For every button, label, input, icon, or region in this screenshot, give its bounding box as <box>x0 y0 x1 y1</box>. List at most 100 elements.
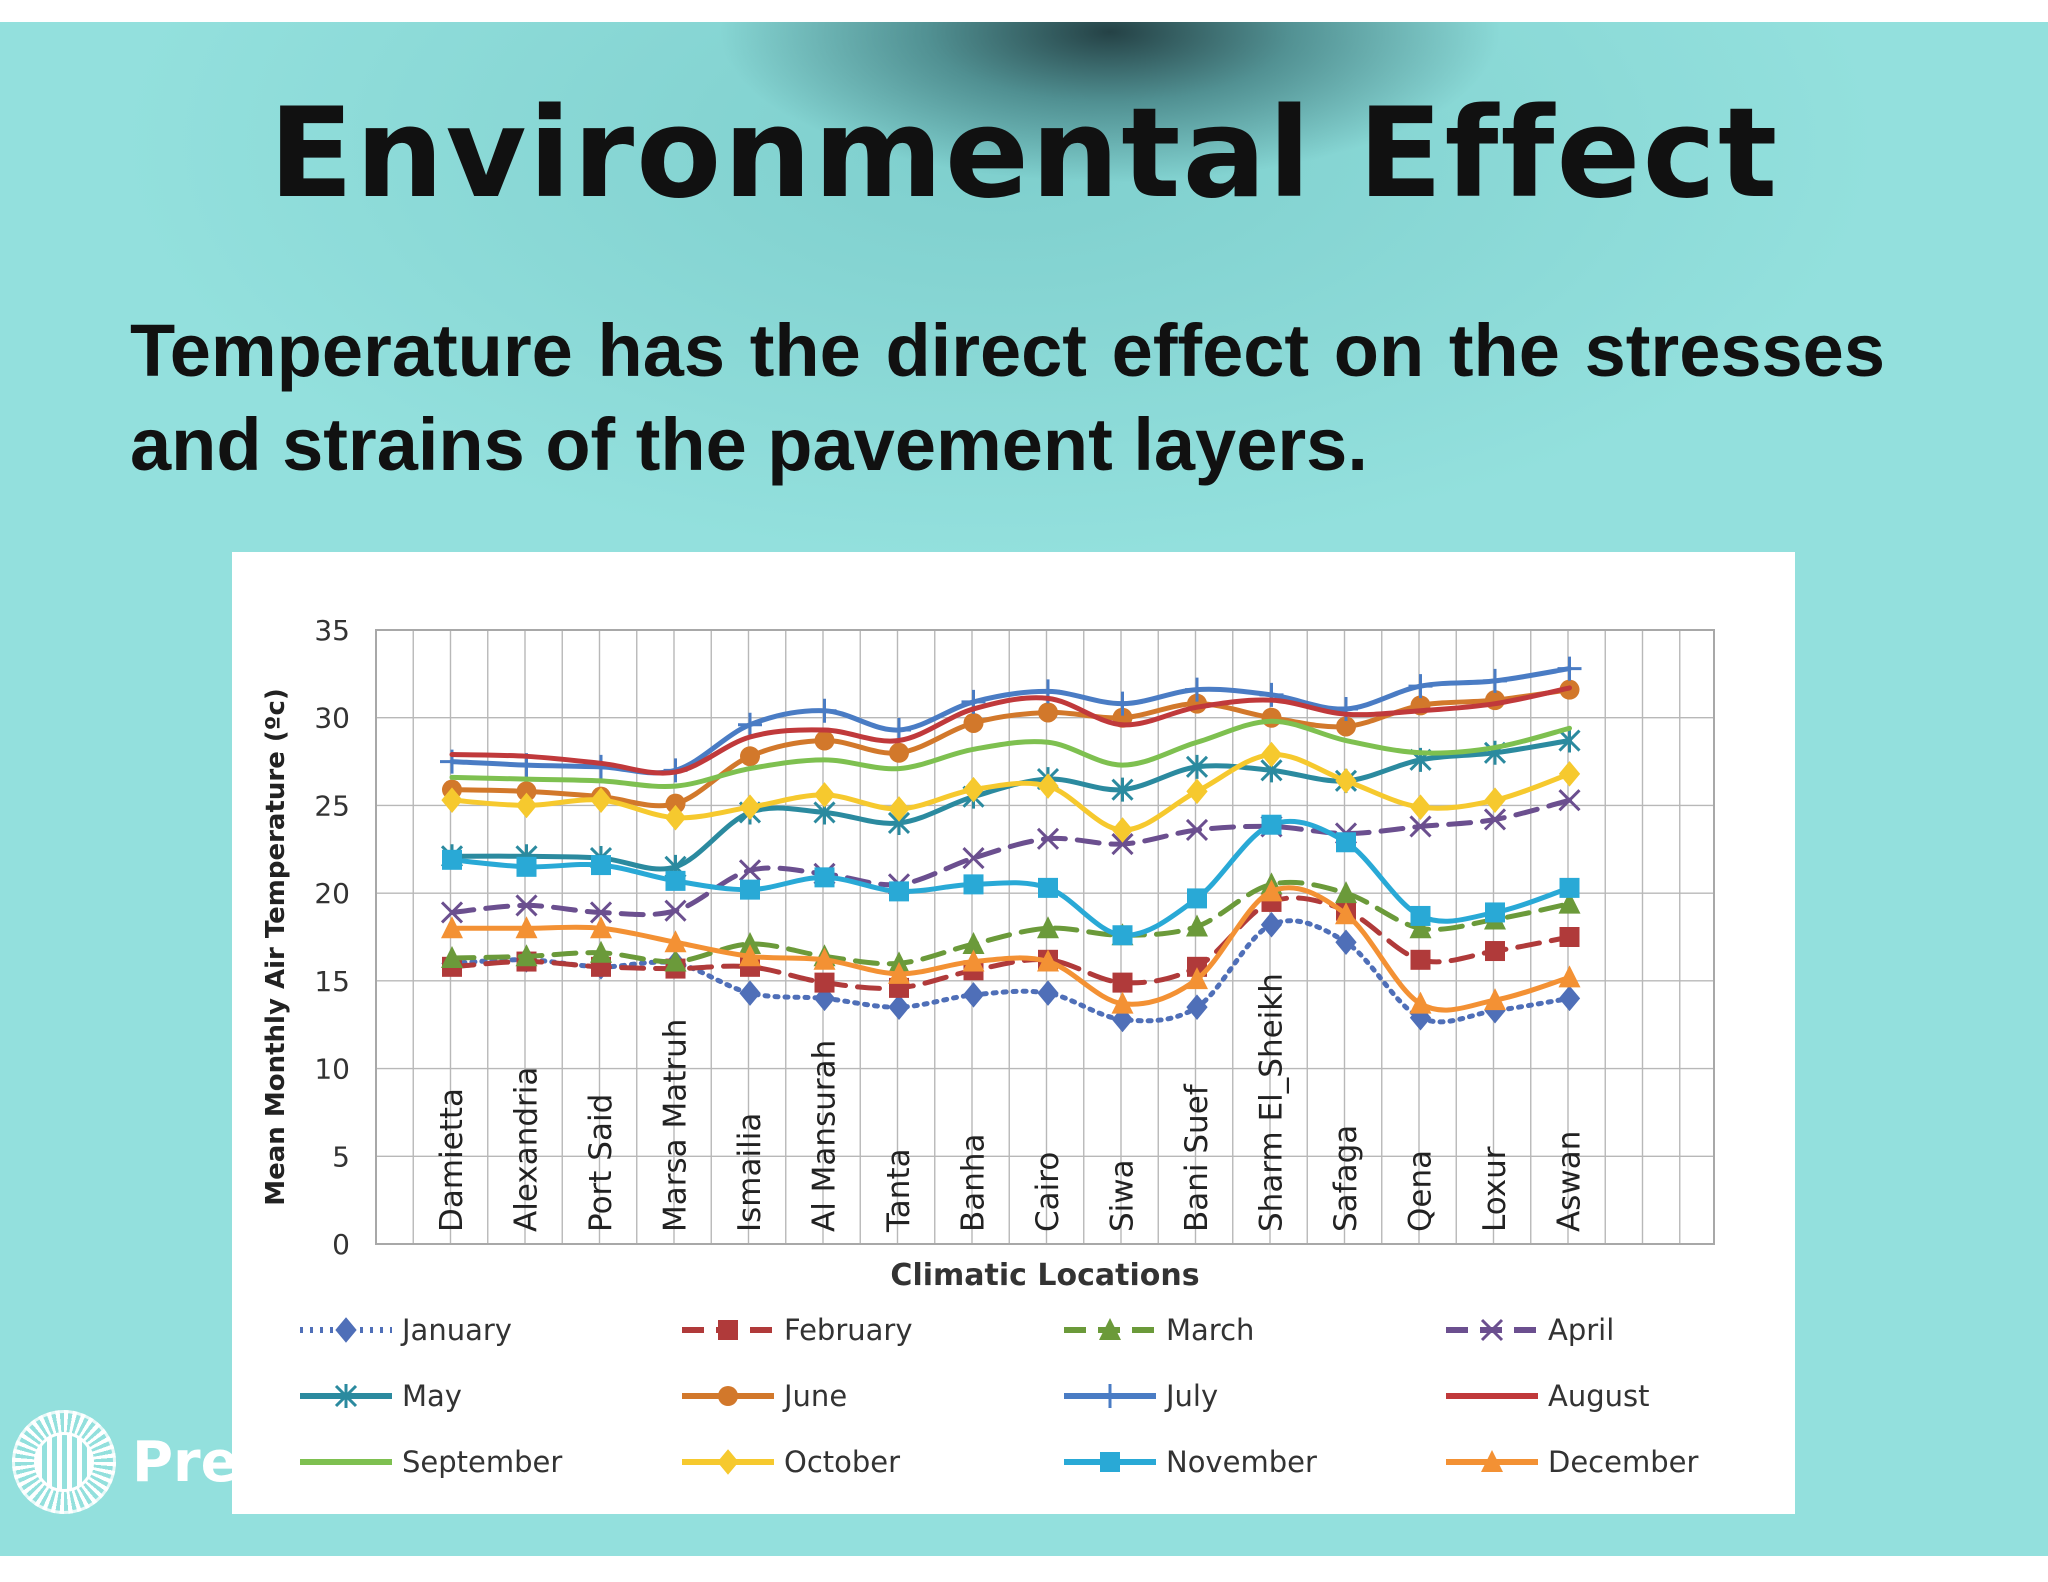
data-point-march <box>1037 916 1059 939</box>
data-point-march <box>441 946 463 969</box>
data-point-january <box>1260 911 1283 938</box>
data-point-october <box>664 804 687 831</box>
data-point-march <box>962 932 985 955</box>
slide-title: Environmental Effect <box>268 82 1780 226</box>
series-line-september <box>449 718 1572 790</box>
data-point-may <box>1111 777 1134 802</box>
y-tick-label: 0 <box>332 1228 350 1261</box>
data-point-march <box>739 932 761 955</box>
series-line-january <box>449 918 1572 1025</box>
y-tick-label: 10 <box>314 1053 350 1086</box>
data-point-july <box>1483 668 1507 693</box>
x-category-label: Siwa <box>1105 1159 1141 1232</box>
data-point-november <box>1559 877 1580 898</box>
data-point-march <box>664 949 687 972</box>
temperature-line-chart: 0 5 10 15 20 25 30 35 Damietta Alexandria Port Sai… <box>261 614 1715 1479</box>
prezi-logo-icon <box>12 1410 116 1514</box>
data-point-february <box>1112 972 1133 993</box>
series-line-november <box>449 818 1572 938</box>
legend-marker-november <box>1100 1452 1120 1472</box>
data-point-april <box>1483 808 1507 831</box>
data-point-june <box>889 742 909 763</box>
data-point-october <box>1558 761 1581 787</box>
data-point-november <box>1336 832 1356 853</box>
data-point-november <box>814 867 835 888</box>
data-point-april <box>1185 818 1209 842</box>
data-point-october <box>441 787 463 813</box>
series-line-october <box>449 752 1572 833</box>
data-point-january <box>962 982 985 1008</box>
x-axis-title: Climatic Locations <box>890 1258 1199 1293</box>
data-point-july <box>1557 656 1582 681</box>
data-point-february <box>814 972 835 993</box>
data-point-march <box>1186 914 1208 937</box>
data-point-october <box>888 796 910 822</box>
legend-label-july: July <box>1164 1379 1218 1413</box>
data-point-january <box>1037 980 1059 1006</box>
data-point-december <box>1260 879 1283 902</box>
data-point-october <box>590 787 612 813</box>
data-point-december <box>1037 949 1059 972</box>
legend-marker-july <box>1098 1384 1122 1408</box>
legend-label-march: March <box>1166 1313 1254 1347</box>
x-category-label: Qena <box>1403 1150 1439 1232</box>
data-point-july <box>1185 677 1209 702</box>
data-point-june <box>665 793 686 814</box>
data-point-november <box>1038 877 1058 898</box>
x-category-label: Al Mansurah <box>807 1040 843 1232</box>
legend-label-may: May <box>402 1379 462 1413</box>
slide-body-text: Temperature has the direct effect on the… <box>130 309 1885 486</box>
data-point-november <box>1261 814 1282 835</box>
legend-marker-february <box>718 1320 738 1340</box>
x-category-label: Ismailia <box>732 1113 768 1232</box>
x-category-label: Tanta <box>881 1148 917 1233</box>
data-point-february <box>1485 941 1505 962</box>
data-point-november <box>591 855 611 876</box>
series-line-february <box>449 895 1572 991</box>
data-point-june <box>1261 707 1282 728</box>
data-point-december <box>590 916 612 939</box>
data-point-december <box>1335 902 1357 925</box>
y-axis-title: Mean Monthly Air Temperature (ºc) <box>261 688 291 1206</box>
slide: Environmental Effect Temperature has the… <box>0 22 2048 1556</box>
data-point-january <box>1186 994 1208 1020</box>
data-point-february <box>1559 927 1580 947</box>
x-category-label: Port Said <box>583 1094 619 1232</box>
data-point-november <box>1112 925 1133 946</box>
data-point-march <box>590 940 612 963</box>
legend-marker-december <box>1481 1450 1503 1472</box>
data-point-november <box>1410 905 1431 926</box>
y-tick-label: 30 <box>314 702 350 735</box>
x-category-label: Loxur <box>1477 1146 1513 1232</box>
data-point-october <box>1037 773 1059 799</box>
data-point-december <box>515 916 538 939</box>
data-point-june <box>1038 702 1058 723</box>
data-point-october <box>1335 768 1357 794</box>
legend-label-january: January <box>400 1313 512 1347</box>
x-category-label: Damietta <box>434 1088 470 1232</box>
data-point-may <box>1558 728 1581 753</box>
data-point-march <box>1558 891 1581 914</box>
data-point-july <box>1334 696 1358 721</box>
data-point-april <box>515 894 538 917</box>
data-point-july <box>1408 674 1433 699</box>
data-point-april <box>1409 815 1432 838</box>
prezi-logo-text: Prezi <box>132 1430 291 1495</box>
data-point-july <box>1259 682 1284 707</box>
data-point-december <box>1409 991 1432 1014</box>
data-point-october <box>1260 741 1283 768</box>
data-point-november <box>1485 902 1505 923</box>
data-point-january <box>1558 985 1581 1012</box>
series-line-april <box>449 797 1572 918</box>
x-category-label: Cairo <box>1030 1152 1066 1232</box>
legend-marker-january <box>335 1317 357 1343</box>
data-point-december <box>1111 991 1134 1014</box>
data-point-june <box>814 730 835 751</box>
data-point-october <box>962 776 985 803</box>
data-point-december <box>1558 965 1581 988</box>
data-point-december <box>664 930 687 953</box>
series-line-june <box>449 687 1572 809</box>
legend-marker-june <box>718 1386 738 1406</box>
data-point-april <box>1036 827 1060 850</box>
series-line-august <box>449 685 1572 776</box>
